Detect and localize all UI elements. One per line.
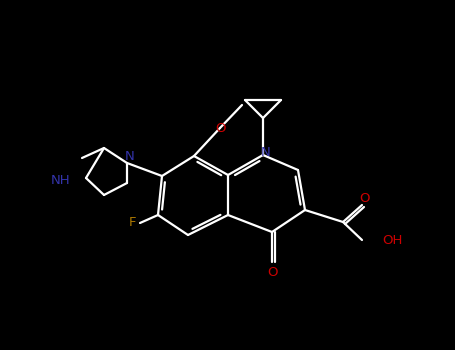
Text: NH: NH [51, 174, 70, 187]
Text: N: N [261, 147, 271, 160]
Text: F: F [128, 217, 136, 230]
Text: O: O [267, 266, 277, 279]
Text: OH: OH [382, 233, 402, 246]
Text: O: O [216, 122, 226, 135]
Text: O: O [360, 193, 370, 205]
Text: N: N [125, 150, 135, 163]
